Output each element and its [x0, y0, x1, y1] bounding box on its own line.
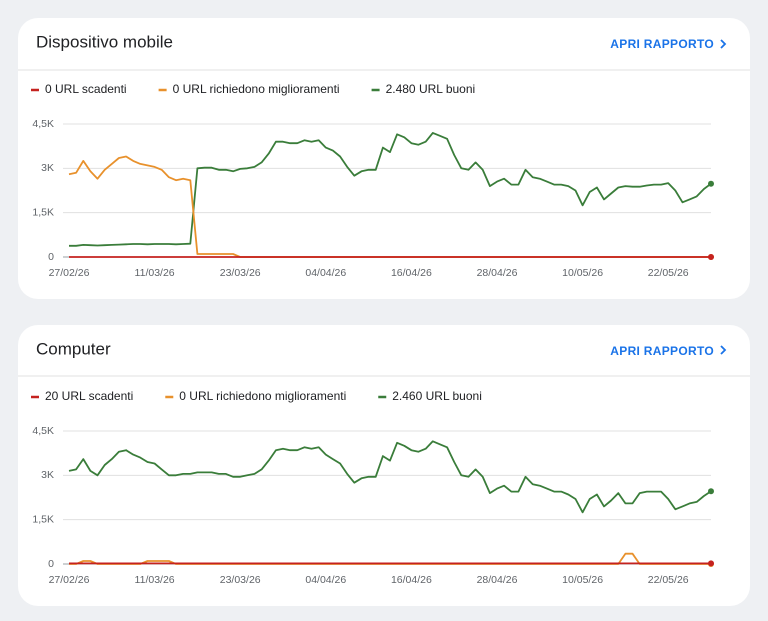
x-tick-label: 11/03/26 [135, 574, 175, 586]
y-tick-label: 0 [48, 558, 54, 570]
x-tick-label: 04/04/26 [305, 267, 346, 279]
end-point [708, 560, 714, 567]
x-tick-label: 27/02/26 [49, 574, 90, 586]
y-tick-label: 4,5K [32, 425, 54, 437]
x-tick-label: 23/03/26 [220, 267, 261, 279]
card-title: Dispositivo mobile [36, 32, 173, 51]
x-tick-label: 10/05/26 [562, 574, 603, 586]
x-tick-label: 28/04/26 [477, 267, 518, 279]
legend-label: 2.480 URL buoni [386, 82, 476, 96]
legend-label: 0 URL richiedono miglioramenti [173, 82, 340, 96]
x-tick-label: 04/04/26 [305, 574, 346, 586]
y-tick-label: 3K [41, 162, 54, 174]
series-line [68, 440, 712, 514]
x-tick-label: 22/05/26 [648, 574, 689, 586]
x-tick-label: 11/03/26 [135, 267, 175, 279]
open-report[interactable]: APRI RAPPORTO [610, 344, 714, 358]
card-title: Computer [36, 339, 111, 358]
card [18, 18, 750, 299]
y-tick-label: 1,5K [32, 513, 54, 525]
x-tick-label: 28/04/26 [477, 574, 518, 586]
legend-label: 0 URL richiedono miglioramenti [179, 389, 346, 403]
x-tick-label: 16/04/26 [391, 574, 432, 586]
x-tick-label: 27/02/26 [49, 267, 90, 279]
x-tick-label: 16/04/26 [391, 267, 432, 279]
y-tick-label: 3K [41, 469, 54, 481]
chevron[interactable] [720, 345, 727, 355]
chevron[interactable] [720, 39, 727, 49]
y-tick-label: 4,5K [32, 118, 54, 130]
legend-label: 20 URL scadenti [45, 389, 133, 403]
legend-label: 0 URL scadenti [45, 82, 127, 96]
end-point [708, 488, 714, 495]
open-report[interactable]: APRI RAPPORTO [610, 37, 714, 51]
card [18, 325, 750, 606]
x-tick-label: 10/05/26 [562, 267, 603, 279]
x-tick-label: 23/03/26 [220, 574, 261, 586]
legend-label: 2.460 URL buoni [392, 389, 482, 403]
y-tick-label: 1,5K [32, 206, 54, 218]
end-point [708, 180, 714, 187]
series-line [69, 132, 712, 247]
x-tick-label: 22/05/26 [648, 267, 689, 279]
y-tick-label: 0 [48, 251, 54, 263]
end-point [708, 254, 714, 260]
